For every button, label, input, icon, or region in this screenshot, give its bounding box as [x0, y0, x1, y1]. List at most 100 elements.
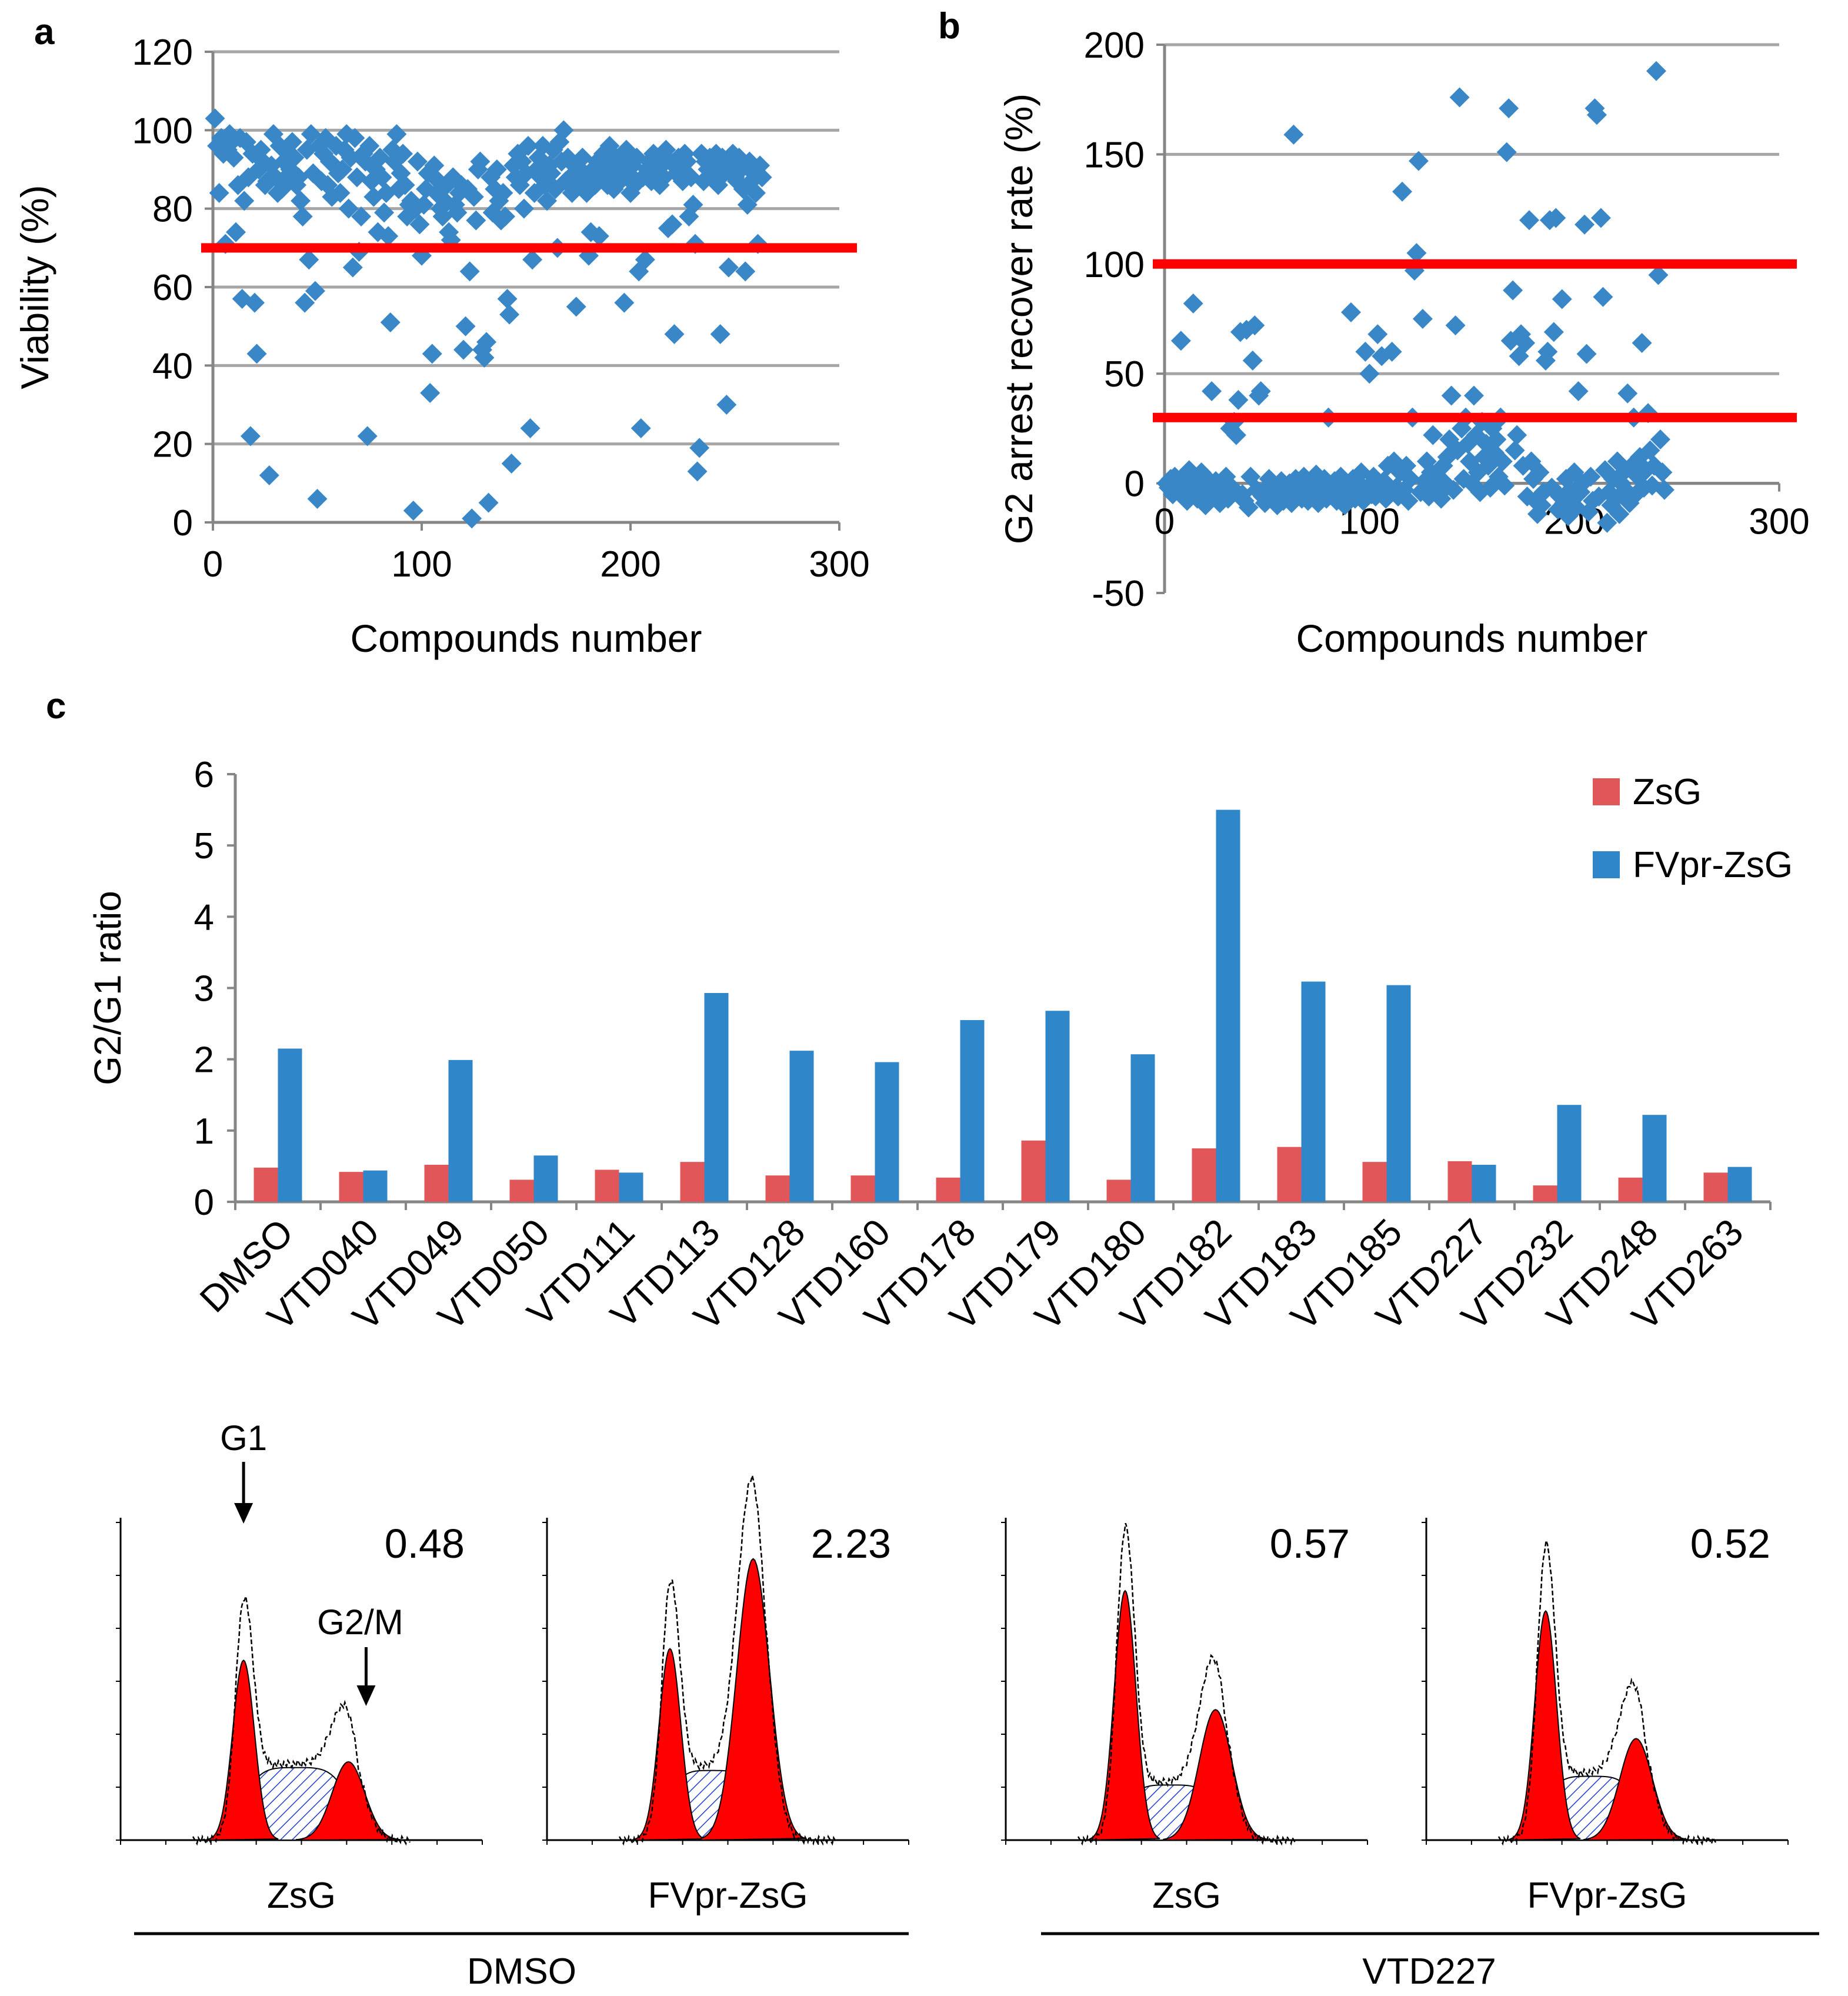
data-point	[566, 296, 586, 317]
data-point	[1441, 385, 1462, 406]
y-tick-label: 3	[194, 969, 214, 1009]
data-point	[1242, 350, 1263, 371]
y-tick-label: 5	[194, 826, 214, 867]
data-point	[413, 195, 434, 215]
g2-g1-ratio: 2.23	[811, 1521, 891, 1567]
y-tick-label: 100	[132, 111, 193, 151]
data-point	[1617, 383, 1638, 404]
data-point	[676, 151, 697, 172]
data-point	[372, 167, 392, 188]
scatter-chart-a: 0 20 40 60 80 100 120 0 100 200 300 Compounds numbe…	[13, 32, 870, 660]
data-point	[1499, 98, 1519, 119]
data-point	[501, 454, 522, 474]
bar-fvpr-zsg	[1216, 809, 1240, 1202]
data-point	[689, 438, 710, 458]
bar-fvpr-zsg	[1557, 1105, 1582, 1202]
bar-fvpr-zsg	[533, 1155, 558, 1202]
data-point	[305, 281, 325, 301]
data-point	[345, 128, 365, 148]
data-point	[246, 344, 267, 364]
data-point	[1423, 425, 1443, 445]
data-point	[1183, 293, 1203, 314]
data-point	[1170, 331, 1191, 351]
data-point	[478, 492, 499, 513]
bar-chart-c: 0123456DMSOVTD040VTD049VTD050VTD111VTD11…	[86, 755, 1793, 1338]
data-point	[1529, 462, 1550, 482]
data-point	[370, 148, 390, 168]
bar-zsg	[1447, 1161, 1472, 1202]
bar-zsg	[1618, 1177, 1643, 1202]
data-point	[1486, 429, 1507, 450]
data-point	[1449, 87, 1470, 108]
data-point	[1650, 429, 1670, 450]
bar-fvpr-zsg	[1472, 1164, 1496, 1202]
bar-zsg	[765, 1175, 790, 1202]
data-point	[1568, 381, 1589, 402]
y-tick-label: 4	[194, 897, 214, 938]
data-point	[470, 151, 491, 172]
x-axis-title: Compounds number	[1296, 617, 1648, 660]
data-point	[476, 332, 497, 352]
data-point	[1632, 333, 1652, 354]
data-point	[718, 257, 739, 278]
bar-zsg	[1106, 1179, 1131, 1202]
data-point	[245, 292, 265, 313]
data-point	[393, 144, 413, 164]
bar-zsg	[253, 1167, 278, 1202]
data-point	[1408, 151, 1429, 171]
data-point	[462, 508, 482, 529]
flow-histogram-2: 2.23 FVpr-ZsG	[542, 1475, 909, 1916]
data-point	[493, 183, 513, 203]
y-axis-title: G2 arrest recover rate (%)	[997, 94, 1040, 545]
y-tick-label: 200	[1084, 25, 1145, 66]
y-tick-label: 0	[194, 1182, 214, 1223]
legend-swatch	[1593, 778, 1620, 805]
data-point	[292, 206, 313, 226]
y-axis-title: Viability (%)	[13, 185, 56, 389]
bar-fvpr-zsg	[1642, 1115, 1667, 1202]
bar-zsg	[1192, 1148, 1216, 1202]
flow-histogram-1: 0.48 ZsG	[116, 1518, 483, 1916]
data-point	[572, 148, 593, 168]
data-point	[420, 383, 441, 403]
data-point	[1597, 512, 1617, 533]
data-point	[284, 148, 305, 168]
data-point	[301, 124, 321, 144]
data-point	[537, 191, 557, 211]
data-point	[1238, 497, 1259, 518]
data-point	[1537, 341, 1558, 362]
data-point	[1495, 475, 1515, 496]
data-point	[499, 304, 520, 325]
data-point	[1503, 280, 1523, 301]
data-point	[1531, 495, 1552, 515]
data-point	[1496, 142, 1517, 162]
y-tick-label: -50	[1092, 574, 1145, 614]
bar-fvpr-zsg	[875, 1062, 899, 1202]
data-point	[1575, 214, 1595, 235]
g1-peak	[208, 1660, 279, 1841]
data-point	[432, 206, 453, 226]
x-tick-label: 300	[1749, 502, 1809, 542]
data-point	[1505, 440, 1525, 461]
legend-swatch	[1593, 851, 1620, 878]
y-tick-label: 60	[152, 268, 193, 308]
y-axis-title: G2/G1 ratio	[86, 891, 129, 1085]
y-tick-label: 1	[194, 1111, 214, 1152]
data-point	[1400, 469, 1420, 489]
y-tick-label: 6	[194, 755, 214, 795]
bar-zsg	[1703, 1172, 1728, 1202]
data-point	[1593, 286, 1613, 307]
data-point	[1609, 504, 1630, 524]
data-point	[424, 155, 445, 176]
y-tick-label: 150	[1084, 135, 1145, 175]
data-point	[226, 222, 246, 242]
raw-envelope	[618, 1475, 838, 1846]
y-tick-label: 0	[1125, 464, 1145, 505]
panel-a-letter: a	[34, 12, 55, 52]
data-point	[1202, 381, 1222, 402]
data-point	[453, 339, 473, 360]
data-point	[332, 159, 353, 179]
data-point	[495, 206, 515, 226]
data-point	[752, 167, 772, 188]
y-tick-label: 0	[173, 503, 193, 544]
